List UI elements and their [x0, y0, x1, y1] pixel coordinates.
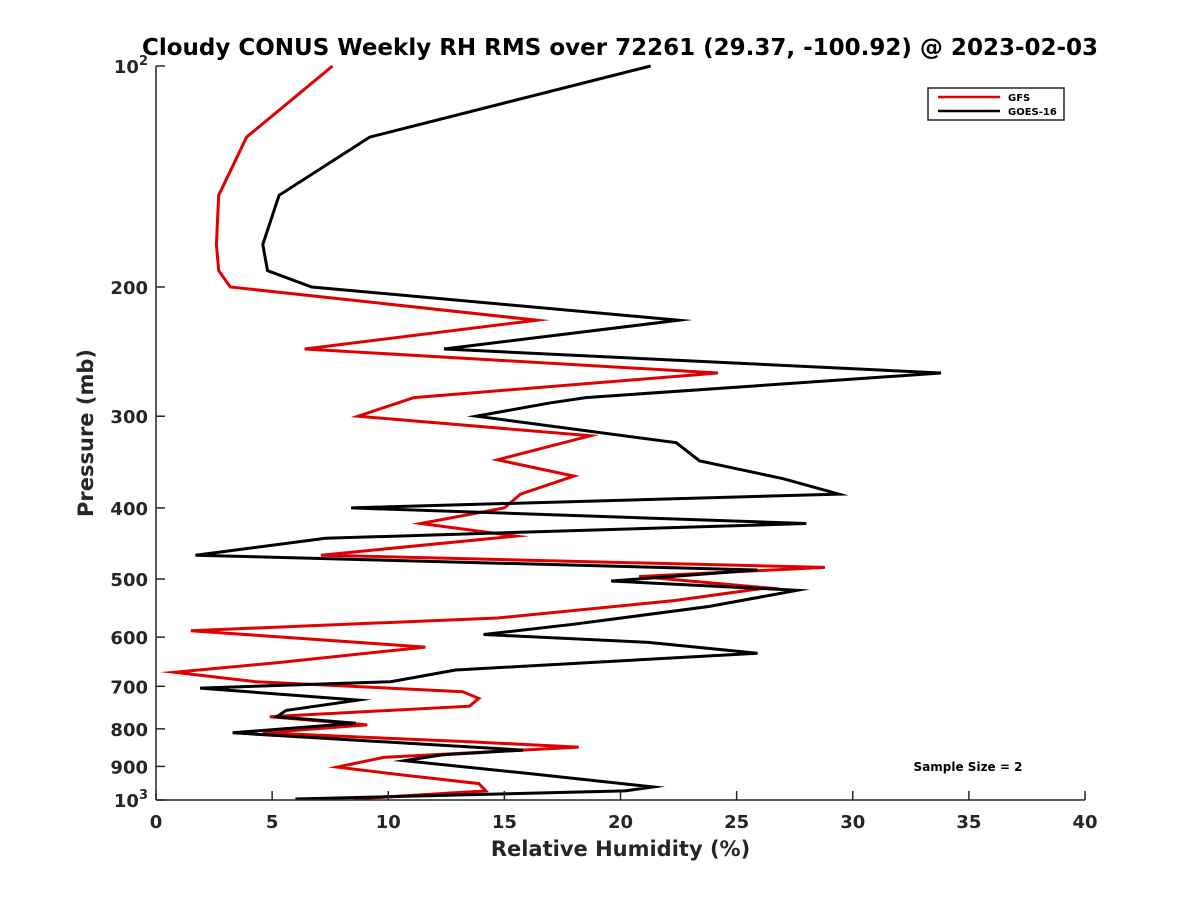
y-tick-label: 103 — [114, 788, 148, 812]
chart-title: Cloudy CONUS Weekly RH RMS over 72261 (2… — [142, 35, 1098, 61]
y-axis-label: Pressure (mb) — [74, 349, 98, 517]
y-tick-label: 102 — [114, 54, 148, 78]
legend-label-goes-16: GOES-16 — [1008, 107, 1057, 118]
x-tick-label: 40 — [1072, 812, 1097, 833]
x-tick-label: 5 — [266, 812, 279, 833]
y-tick-label: 700 — [110, 677, 148, 698]
y-axis-ticks: 102 200 300 400 500 600 700 800 900 103 — [110, 54, 165, 812]
sample-size-annotation: Sample Size = 2 — [914, 760, 1023, 774]
x-tick-label: 25 — [724, 812, 749, 833]
series-layer — [160, 64, 942, 801]
y-tick-label: 800 — [110, 720, 148, 741]
x-tick-label: 10 — [376, 812, 401, 833]
legend-box — [927, 87, 1065, 121]
x-axis-ticks: 0 5 10 15 20 25 30 35 40 — [150, 791, 1098, 833]
x-tick-label: 0 — [150, 812, 163, 833]
x-axis-label: Relative Humidity (%) — [491, 837, 750, 861]
x-tick-label: 30 — [840, 812, 865, 833]
series-line-goes-16 — [195, 64, 942, 801]
y-tick-label: 400 — [110, 499, 148, 520]
y-tick-label: 500 — [110, 570, 148, 591]
y-tick-label: 300 — [110, 407, 148, 428]
plot-area — [156, 66, 1085, 800]
y-tick-label: 600 — [110, 628, 148, 649]
x-tick-label: 20 — [608, 812, 633, 833]
x-tick-label: 35 — [956, 812, 981, 833]
legend: GFS GOES-16 — [927, 87, 1065, 121]
legend-label-gfs: GFS — [1008, 93, 1030, 104]
x-tick-label: 15 — [492, 812, 517, 833]
y-tick-label: 900 — [110, 757, 148, 778]
y-tick-label: 200 — [110, 278, 148, 299]
